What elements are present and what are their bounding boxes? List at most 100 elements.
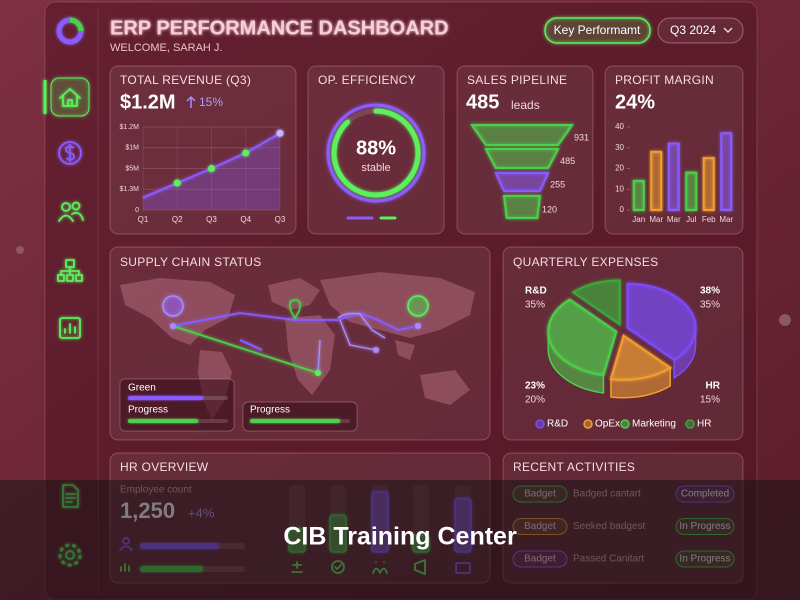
legend-label: Green	[128, 383, 156, 394]
period-label: Q3 2024	[670, 23, 716, 37]
x-tick-label: Jul	[686, 215, 696, 224]
funnel-stage	[494, 172, 550, 192]
funnel-label: 120	[542, 204, 557, 214]
x-tick-label: Mar	[667, 215, 681, 224]
continent	[395, 340, 415, 360]
y-tick-label: 20	[615, 164, 624, 173]
node	[170, 323, 176, 329]
callout-value: 35%	[525, 300, 545, 311]
x-tick-label: Q4	[240, 215, 251, 224]
continent	[420, 370, 470, 405]
node	[415, 323, 421, 329]
route	[317, 312, 386, 374]
route	[239, 339, 263, 351]
x-tick-label: Q1	[138, 215, 149, 224]
bokeh	[779, 314, 791, 326]
callout-value: 15%	[700, 395, 720, 406]
dashboard-panel	[44, 1, 758, 600]
y-tick-label: 30	[615, 143, 624, 152]
hub-icon	[162, 295, 184, 317]
legend-dot	[620, 419, 630, 429]
kpi-button[interactable]	[544, 17, 651, 44]
user-icon	[61, 202, 71, 212]
users-icon	[58, 211, 84, 222]
x-tick-label: Q2	[172, 215, 183, 224]
bar	[720, 132, 733, 212]
efficiency-card	[307, 65, 445, 235]
kpi-button-label: Key Performamt	[554, 23, 641, 37]
card-title: OP. EFFICIENCY	[318, 73, 416, 87]
home-icon	[59, 88, 81, 107]
point	[173, 179, 181, 187]
nav-home[interactable]	[50, 77, 90, 117]
card-title: SALES PIPELINE	[467, 73, 567, 87]
bar	[667, 142, 680, 212]
up-arrow-icon	[186, 95, 196, 108]
card-title: PROFIT MARGIN	[615, 73, 714, 87]
funnel-stage	[470, 124, 574, 146]
pie-slice	[571, 279, 621, 327]
funnel-label: 255	[550, 179, 565, 189]
period-select[interactable]	[657, 17, 744, 44]
card-title: TOTAL REVENUE (Q3)	[120, 73, 251, 87]
profit-value: 24%	[615, 91, 655, 113]
nav-people[interactable]	[58, 201, 84, 222]
watermark: CIB Training Center	[283, 523, 517, 551]
legend-label: R&D	[547, 419, 568, 430]
pie-slice	[547, 298, 618, 376]
point	[276, 129, 284, 137]
logo-part	[69, 17, 84, 32]
chevron-icon	[723, 27, 733, 33]
node	[315, 370, 321, 376]
y-tick-label: $5M	[125, 165, 139, 172]
legend-label: Progress	[128, 405, 168, 416]
legend-dot	[583, 419, 593, 429]
y-tick-label: 40	[615, 122, 624, 131]
legend-label: OpEx	[595, 419, 620, 430]
y-tick-label: 0	[620, 205, 625, 214]
progress-fill	[128, 419, 198, 423]
efficiency-status: stable	[361, 162, 390, 174]
truck-icon	[407, 295, 429, 317]
pipeline-unit: leads	[511, 98, 540, 112]
y-tick-label: 10	[615, 184, 624, 193]
card-title: SUPPLY CHAIN STATUS	[120, 255, 262, 269]
pin-icon	[289, 299, 301, 320]
legend-box	[119, 378, 235, 432]
progress-label: Progress	[250, 405, 290, 416]
nav-org[interactable]	[57, 259, 83, 282]
funnel-label: 931	[574, 132, 589, 142]
point	[208, 165, 215, 172]
x-tick-label: Q3	[206, 215, 217, 224]
efficiency-value: 88%	[356, 137, 396, 159]
x-tick-label: Mar	[719, 215, 733, 224]
card-title: QUARTERLY EXPENSES	[513, 255, 658, 269]
revenue-change: 15%	[199, 95, 223, 109]
progress-fill	[250, 419, 340, 423]
funnel-stage	[502, 195, 542, 219]
point	[242, 149, 250, 157]
nav-revenue[interactable]	[58, 141, 82, 165]
pie-slice	[626, 282, 697, 362]
legend-dot	[535, 419, 545, 429]
x-tick-label: Jan	[632, 215, 645, 224]
progress-box	[242, 401, 358, 432]
progress-fill	[128, 396, 203, 400]
gauge-arc	[331, 108, 421, 198]
x-tick-label: Mar	[649, 215, 663, 224]
bar	[702, 157, 715, 211]
x-tick-label: Feb	[702, 215, 716, 224]
sidebar	[43, 17, 90, 567]
y-tick-label: $1M	[125, 145, 139, 152]
callout-value: 20%	[525, 395, 545, 406]
dollar-icon	[58, 141, 82, 165]
user-icon	[71, 201, 81, 211]
gauge-ring	[326, 103, 426, 203]
callout-title: 38%	[700, 286, 720, 297]
bar	[650, 150, 663, 211]
nav-reports[interactable]	[59, 317, 81, 339]
continent	[268, 278, 320, 310]
bokeh	[16, 246, 24, 254]
pipeline-value: 485	[466, 91, 499, 113]
